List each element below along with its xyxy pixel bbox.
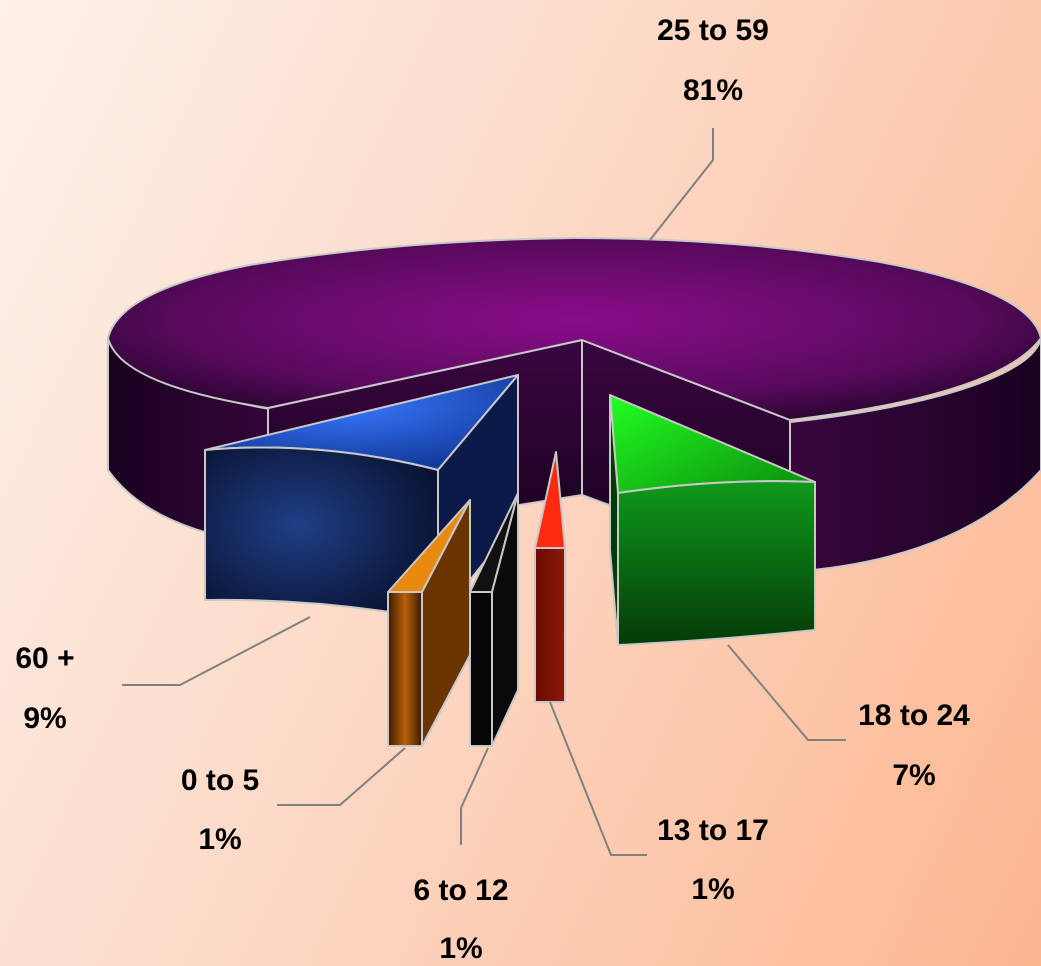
- data-label-25-to-59: 25 to 59 81%: [657, 14, 769, 107]
- slice-0-to-5-front: [387, 591, 423, 747]
- leader-line-6-to-12: [460, 747, 489, 845]
- leader-line-0-to-5: [277, 747, 406, 806]
- slice-0-to-5: [387, 499, 471, 747]
- label-category-18-to-24: 18 to 24: [858, 699, 970, 732]
- slice-13-to-17: [534, 451, 566, 703]
- slice-6-to-12-side: [491, 492, 519, 747]
- label-value-6-to-12: 1%: [439, 932, 482, 965]
- label-category-60-plus: 60 +: [15, 642, 74, 675]
- slice-18-to-24: [609, 394, 816, 646]
- leader-line-13-to-17: [549, 701, 647, 856]
- slice-6-to-12: [469, 492, 519, 747]
- slice-25-to-59-top: [107, 237, 1041, 421]
- label-value-13-to-17: 1%: [691, 873, 734, 906]
- slice-6-to-12-front: [469, 591, 493, 747]
- leader-line-25-to-59: [649, 128, 714, 241]
- label-value-18-to-24: 7%: [892, 759, 935, 792]
- label-category-0-to-5: 0 to 5: [181, 764, 259, 797]
- slice-13-to-17-front: [534, 547, 566, 703]
- slice-18-to-24-front: [617, 480, 816, 646]
- label-category-6-to-12: 6 to 12: [413, 874, 508, 907]
- data-label-18-to-24: 18 to 24 7%: [858, 699, 970, 792]
- data-label-6-to-12: 6 to 12 1%: [413, 874, 508, 965]
- label-value-60-plus: 9%: [23, 702, 66, 735]
- data-label-0-to-5: 0 to 5 1%: [181, 764, 259, 856]
- slice-18-to-24-inner: [609, 394, 619, 646]
- leader-line-60-plus: [122, 616, 311, 686]
- label-value-0-to-5: 1%: [198, 823, 241, 856]
- data-label-60-plus: 60 + 9%: [15, 642, 74, 735]
- label-value-25-to-59: 81%: [683, 74, 743, 107]
- label-category-25-to-59: 25 to 59: [657, 14, 769, 47]
- label-category-13-to-17: 13 to 17: [657, 814, 769, 847]
- leader-line-18-to-24: [727, 644, 846, 741]
- data-label-13-to-17: 13 to 17 1%: [657, 814, 769, 906]
